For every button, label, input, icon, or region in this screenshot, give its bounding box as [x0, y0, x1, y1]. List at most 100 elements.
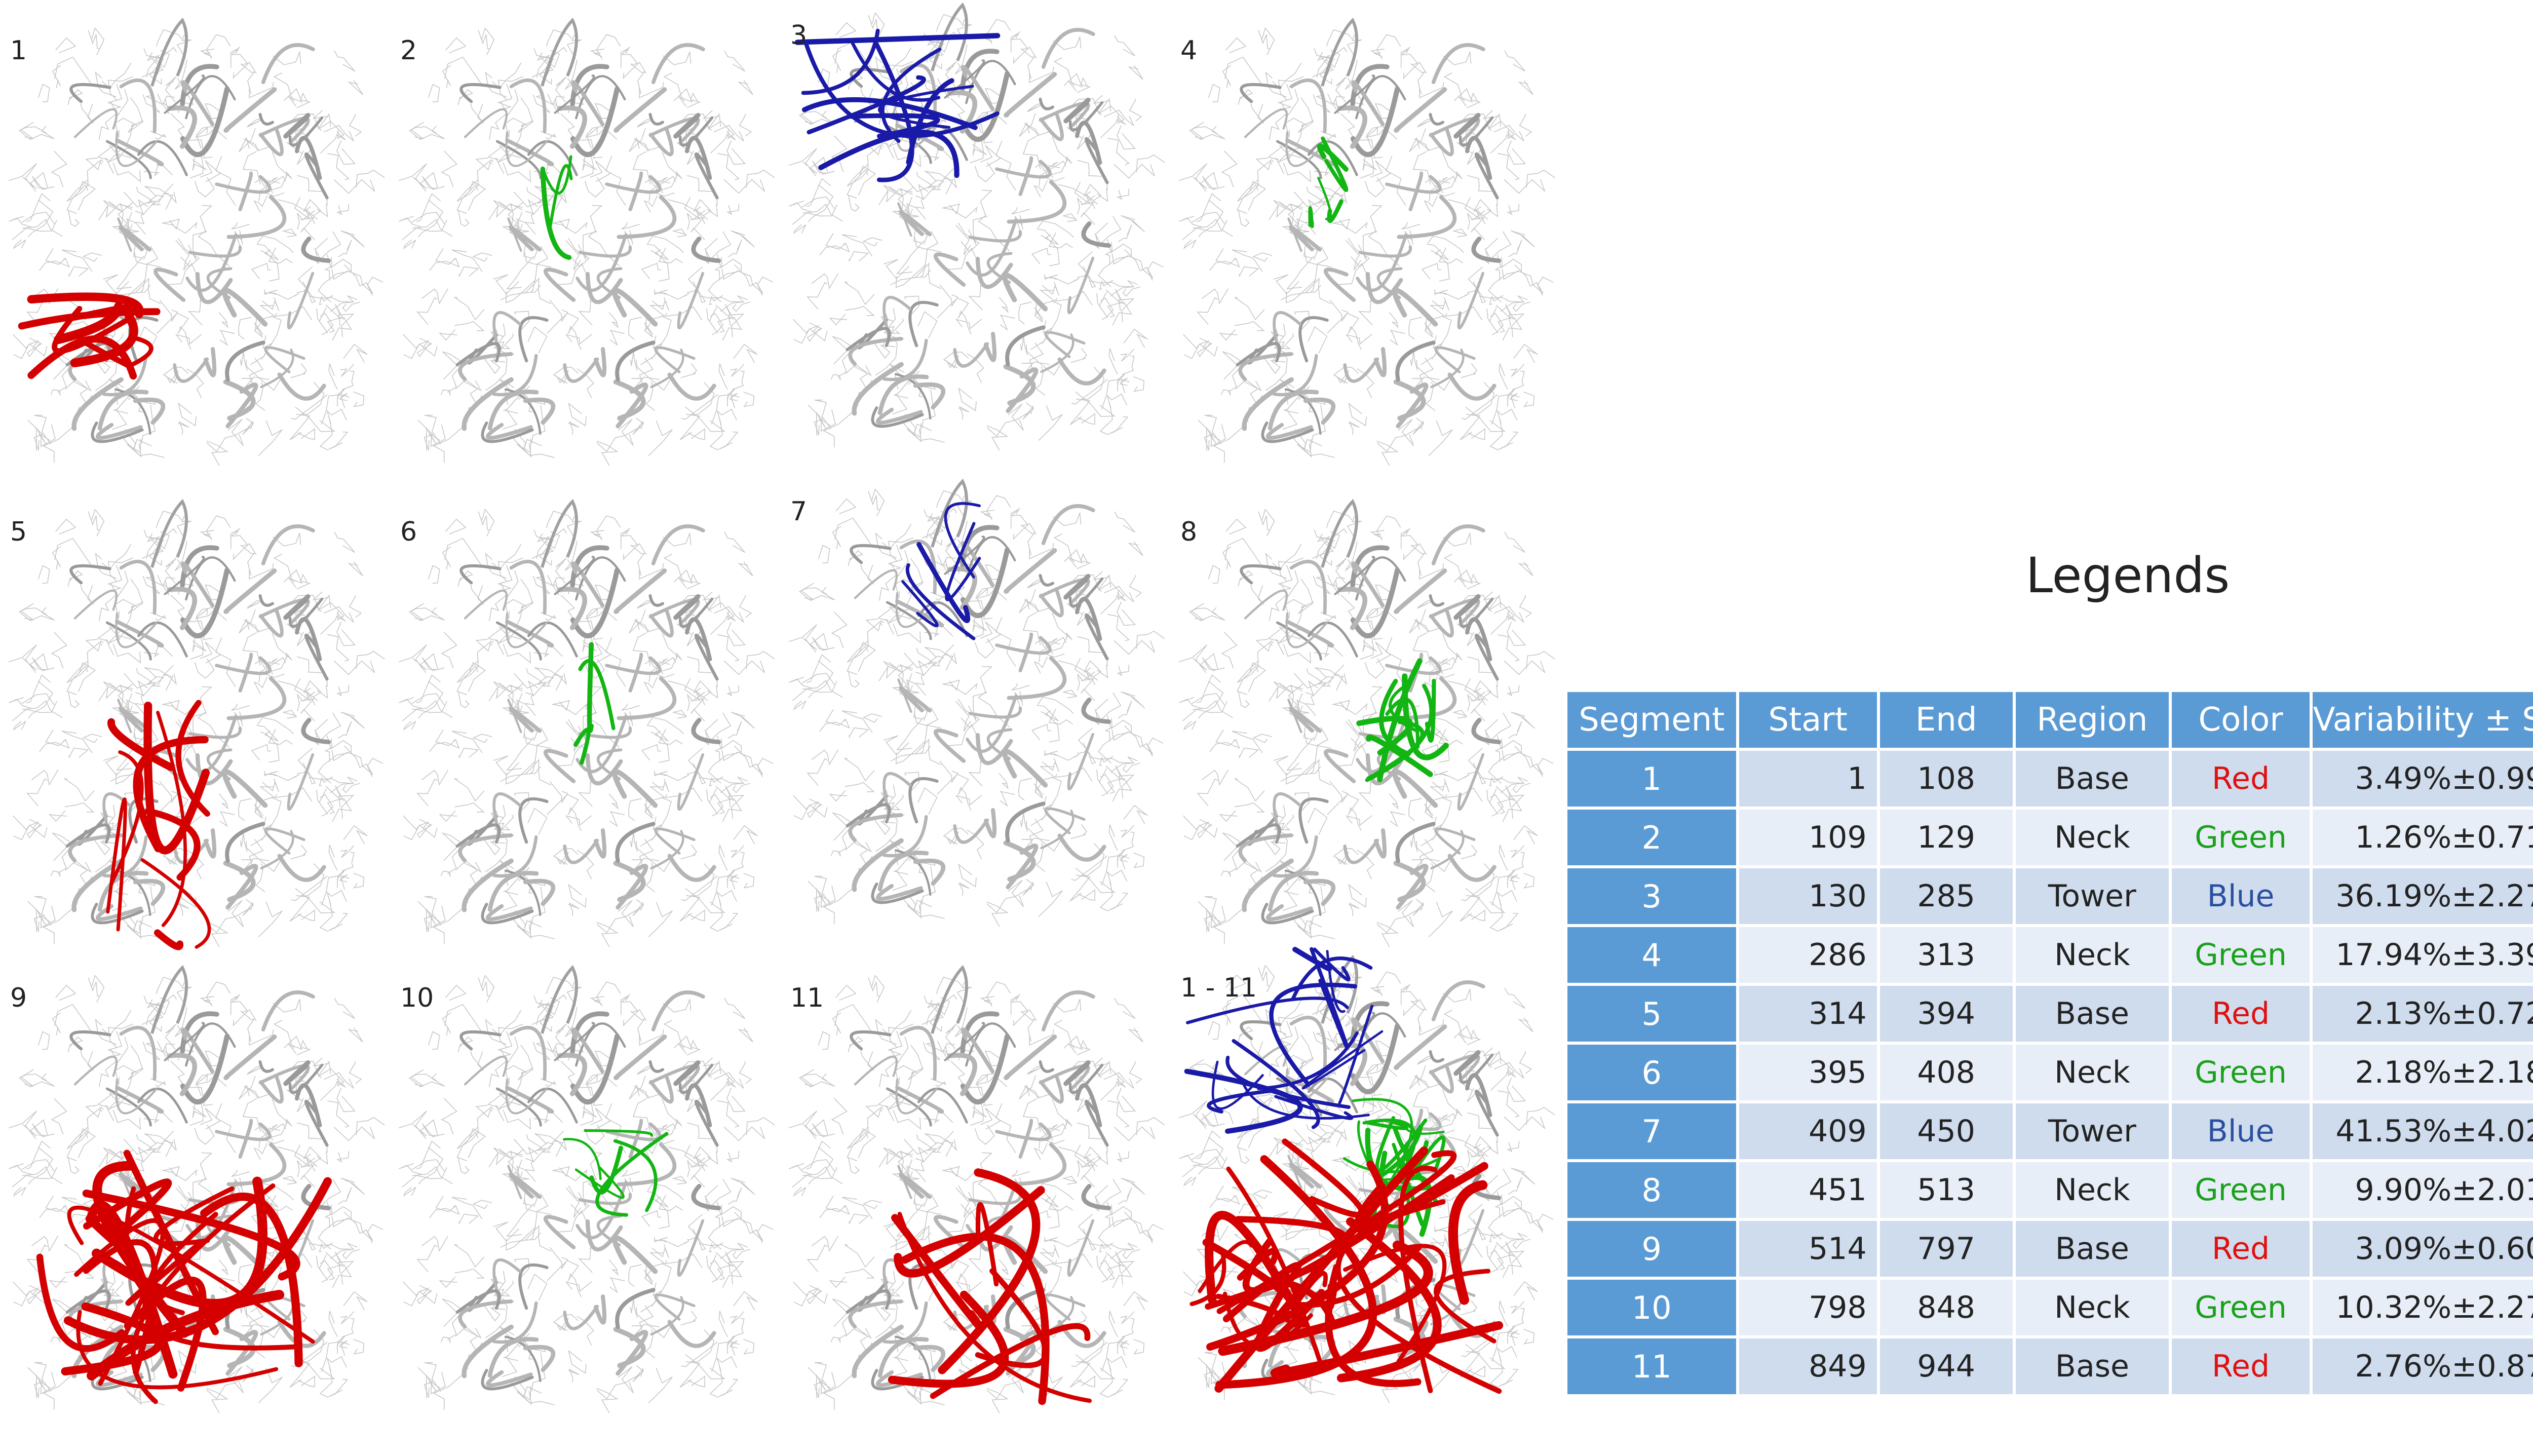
- cell-segment: 6: [1567, 1045, 1736, 1100]
- cell-region: Neck: [2015, 810, 2169, 865]
- cell-start: 451: [1739, 1162, 1877, 1218]
- protein-backbone-wireframe: [788, 12, 1165, 451]
- cell-start: 130: [1739, 868, 1877, 924]
- structure-panel: 6: [390, 496, 775, 952]
- cell-segment: 1: [1567, 751, 1736, 807]
- cell-end: 285: [1879, 868, 2013, 924]
- cell-start: 514: [1739, 1221, 1877, 1277]
- legend-title: Legends: [2025, 547, 2230, 604]
- protein-ribbons-grey: [1236, 17, 1502, 443]
- cell-color: Red: [2172, 751, 2310, 807]
- cell-variability: 3.09%±0.60%: [2313, 1221, 2533, 1277]
- cell-variability: 2.76%±0.87%: [2313, 1338, 2533, 1394]
- structure-panel: 1 - 11: [1170, 946, 1555, 1408]
- protein-structure-render: [788, 478, 1165, 927]
- cell-end: 944: [1879, 1338, 2013, 1394]
- panel-label: 4: [1180, 35, 1198, 66]
- cell-region: Base: [2015, 1221, 2169, 1277]
- protein-backbone-wireframe: [398, 975, 775, 1413]
- cell-end: 513: [1879, 1162, 2013, 1218]
- cell-start: 314: [1739, 986, 1877, 1042]
- cell-region: Tower: [2015, 868, 2169, 924]
- protein-structure-render: [1178, 499, 1555, 947]
- cell-start: 286: [1739, 927, 1877, 983]
- structure-panel: 11: [780, 963, 1165, 1419]
- header-start: Start: [1739, 692, 1877, 748]
- cell-segment: 7: [1567, 1103, 1736, 1159]
- highlighted-segment-3: [1184, 982, 1384, 1134]
- legend-header-row: Segment Start End Region Color Variabili…: [1567, 692, 2533, 748]
- highlighted-segment-10: [563, 1129, 669, 1217]
- cell-color: Green: [2172, 1045, 2310, 1100]
- highlighted-segment-9: [1205, 1138, 1504, 1394]
- panel-label: 2: [400, 35, 417, 66]
- header-end: End: [1879, 692, 2013, 748]
- cell-region: Tower: [2015, 1103, 2169, 1159]
- highlighted-segment-8: [1356, 658, 1449, 783]
- protein-ribbons-grey: [65, 499, 331, 925]
- highlighted-segment-2: [540, 155, 573, 260]
- protein-backbone-wireframe: [8, 27, 385, 466]
- cell-variability: 10.32%±2.27%: [2313, 1280, 2533, 1335]
- cell-segment: 10: [1567, 1280, 1736, 1335]
- protein-ribbons-grey: [846, 965, 1111, 1391]
- cell-end: 313: [1879, 927, 2013, 983]
- panel-label: 1: [10, 35, 27, 66]
- header-variability: Variability ± SD (%): [2313, 692, 2533, 748]
- structure-panel: 4: [1170, 15, 1555, 471]
- protein-structure-render: [788, 2, 1165, 451]
- structure-panel: 7: [780, 476, 1165, 932]
- cell-start: 849: [1739, 1338, 1877, 1394]
- cell-variability: 3.49%±0.99%: [2313, 751, 2533, 807]
- cell-start: 798: [1739, 1280, 1877, 1335]
- protein-structure-render: [8, 499, 385, 950]
- highlighted-segment-1: [18, 292, 161, 380]
- structure-panel: 5: [0, 496, 385, 952]
- cell-start: 395: [1739, 1045, 1877, 1100]
- protein-structure-render: [398, 499, 775, 947]
- cell-variability: 41.53%±4.02%: [2313, 1103, 2533, 1159]
- highlighted-segment-1: [1189, 1239, 1337, 1328]
- highlighted-segment-7: [901, 502, 981, 640]
- structure-panel: 10: [390, 963, 775, 1419]
- cell-color: Green: [2172, 1162, 2310, 1218]
- header-region: Region: [2015, 692, 2169, 748]
- cell-region: Neck: [2015, 1162, 2169, 1218]
- cell-segment: 9: [1567, 1221, 1736, 1277]
- highlighted-segment-9: [36, 1150, 332, 1404]
- cell-color: Red: [2172, 1221, 2310, 1277]
- structure-panel: 2: [390, 15, 775, 471]
- panel-label: 3: [790, 20, 808, 51]
- cell-start: 109: [1739, 810, 1877, 865]
- cell-end: 848: [1879, 1280, 2013, 1335]
- structure-panel: 9: [0, 963, 385, 1419]
- highlighted-segment-11: [888, 1168, 1092, 1405]
- protein-ribbons-grey: [455, 17, 721, 443]
- protein-ribbons-grey: [1236, 499, 1502, 925]
- protein-backbone-wireframe: [398, 27, 775, 466]
- protein-ribbons-grey: [455, 965, 721, 1391]
- protein-ribbons-grey: [846, 2, 1111, 428]
- cell-segment: 4: [1567, 927, 1736, 983]
- panel-label: 7: [790, 496, 808, 527]
- cell-end: 394: [1879, 986, 2013, 1042]
- structure-panels-grid: 1 2 3 4 5 6 7 8 9 10 11 1 - 11: [0, 2, 1555, 1419]
- cell-region: Base: [2015, 986, 2169, 1042]
- cell-segment: 3: [1567, 868, 1736, 924]
- protein-backbone-wireframe: [1178, 27, 1555, 466]
- panel-label: 6: [400, 517, 417, 547]
- protein-structure-render: [398, 965, 775, 1413]
- protein-structure-render: [398, 17, 775, 466]
- protein-ribbons-grey: [846, 478, 1111, 904]
- protein-structure-render: [1178, 946, 1555, 1403]
- cell-region: Base: [2015, 1338, 2169, 1394]
- cell-color: Green: [2172, 1280, 2310, 1335]
- cell-color: Blue: [2172, 868, 2310, 924]
- cell-color: Red: [2172, 986, 2310, 1042]
- cell-region: Neck: [2015, 1045, 2169, 1100]
- highlighted-segment-3: [794, 28, 1001, 182]
- panel-label: 5: [10, 517, 27, 547]
